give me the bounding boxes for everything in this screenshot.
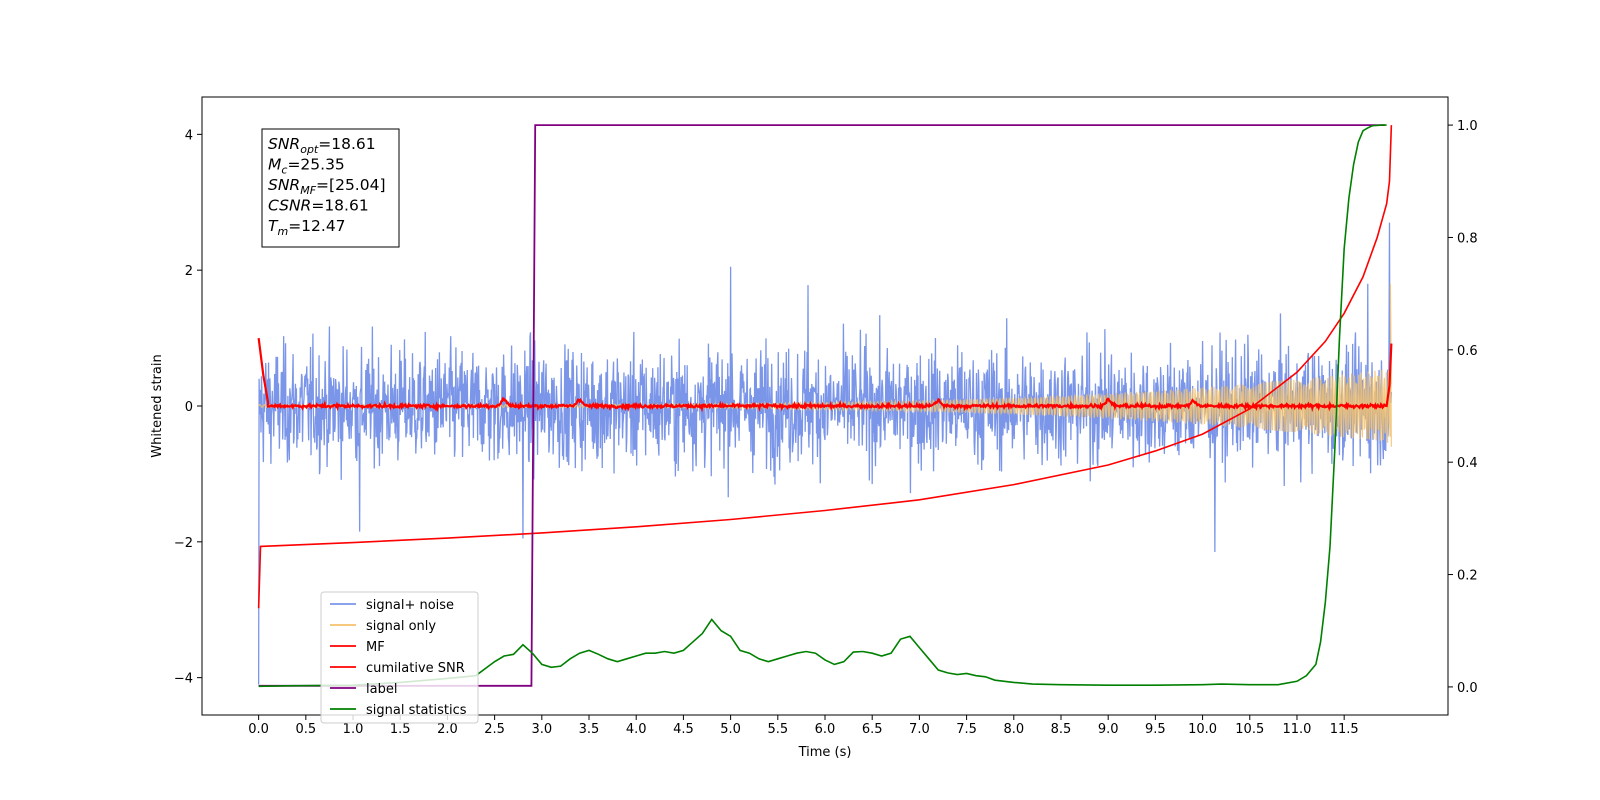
x-tick-label: 3.0 xyxy=(531,722,552,737)
legend-entry: signal statistics xyxy=(366,703,467,718)
y-tick-label: 4 xyxy=(185,128,193,143)
x-tick-label: 9.5 xyxy=(1145,722,1166,737)
annotation-symbol: CSNR xyxy=(268,197,311,215)
y2-tick-label: 1.0 xyxy=(1457,119,1478,134)
legend-box xyxy=(320,591,479,724)
x-tick-label: 1.5 xyxy=(390,722,411,737)
x-tick-label: 0.5 xyxy=(295,722,316,737)
y-tick-label: −2 xyxy=(174,536,193,551)
annotation-value: =[25.04] xyxy=(316,176,385,194)
annotation-value: =18.61 xyxy=(318,135,375,153)
annotation-symbol: SNR xyxy=(268,176,300,194)
x-tick-label: 7.0 xyxy=(909,722,930,737)
x-tick-label: 1.0 xyxy=(343,722,364,737)
x-tick-label: 10.0 xyxy=(1188,722,1217,737)
annotation-value: =18.61 xyxy=(311,197,368,215)
x-tick-label: 4.5 xyxy=(673,722,694,737)
annotation-line: CSNR=18.61 xyxy=(268,197,369,215)
y-tick-label: 0 xyxy=(185,400,193,415)
annotation-symbol: M xyxy=(268,156,281,174)
annotation-value: =12.47 xyxy=(288,217,345,235)
x-tick-label: 11.5 xyxy=(1330,722,1359,737)
x-axis-label: Time (s) xyxy=(798,745,852,760)
x-tick-label: 6.5 xyxy=(862,722,883,737)
annotation-line: SNRMF=[25.04] xyxy=(268,176,386,197)
series-line-signal-plus-noise xyxy=(257,222,1393,685)
y2-tick-label: 0.0 xyxy=(1457,681,1478,696)
x-tick-label: 4.0 xyxy=(626,722,647,737)
annotation-value: =25.35 xyxy=(287,156,344,174)
annotation-symbol: SNR xyxy=(268,135,300,153)
annotation-line: Tm=12.47 xyxy=(268,217,346,238)
x-tick-label: 6.0 xyxy=(815,722,836,737)
annotation-subscript: opt xyxy=(300,143,319,156)
annotation-line: Mc=25.35 xyxy=(268,156,345,177)
x-tick-label: 8.0 xyxy=(1003,722,1024,737)
legend-entry: cumilative SNR xyxy=(366,661,465,676)
x-tick-label: 11.0 xyxy=(1282,722,1311,737)
series-line-cumilative-snr xyxy=(257,125,1393,609)
legend-entry: signal only xyxy=(366,619,436,634)
y2-tick-label: 0.4 xyxy=(1457,456,1478,471)
legend-entry: signal+ noise xyxy=(366,598,454,613)
annotation-box xyxy=(261,128,400,248)
y2-tick-label: 0.8 xyxy=(1457,231,1478,246)
annotation-subscript: c xyxy=(281,164,287,177)
x-tick-label: 2.5 xyxy=(484,722,505,737)
annotation-subscript: MF xyxy=(300,184,316,197)
legend-entry: label xyxy=(366,682,397,697)
annotation-symbol: T xyxy=(268,217,279,235)
x-tick-label: 5.5 xyxy=(767,722,788,737)
y2-tick-label: 0.6 xyxy=(1457,344,1478,359)
x-tick-label: 7.5 xyxy=(956,722,977,737)
annotation-subscript: m xyxy=(277,225,288,238)
y-axis-label: Whitened strain xyxy=(150,354,165,457)
x-tick-label: 2.0 xyxy=(437,722,458,737)
y2-tick-label: 0.2 xyxy=(1457,569,1478,584)
series-line-mf xyxy=(257,337,1393,413)
x-tick-label: 5.0 xyxy=(720,722,741,737)
legend-entry: MF xyxy=(366,640,385,655)
x-tick-label: 10.5 xyxy=(1235,722,1264,737)
series-line-signal-statistics xyxy=(258,124,1387,688)
y-tick-label: −4 xyxy=(174,672,193,687)
x-tick-label: 8.5 xyxy=(1051,722,1072,737)
annotation-line: SNRopt=18.61 xyxy=(268,135,376,156)
x-tick-label: 9.0 xyxy=(1098,722,1119,737)
y-tick-label: 2 xyxy=(185,264,193,279)
x-tick-label: 0.0 xyxy=(248,722,269,737)
x-tick-label: 3.5 xyxy=(579,722,600,737)
